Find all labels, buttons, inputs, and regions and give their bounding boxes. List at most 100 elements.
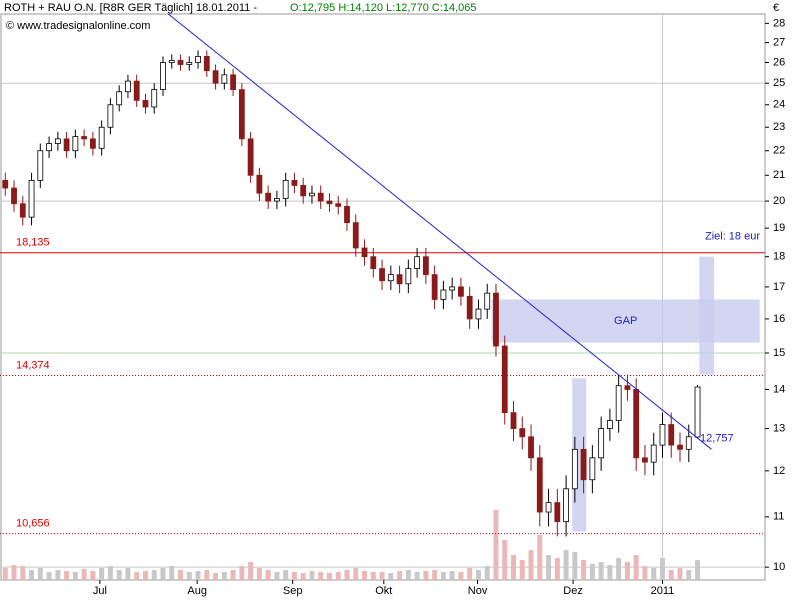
volume-bar: [695, 560, 701, 580]
candle-body: [352, 222, 359, 249]
copyright: © www.tradesignalonline.com: [6, 20, 150, 32]
candle-body: [203, 56, 210, 72]
candle-body: [151, 89, 158, 108]
volume-bar: [581, 560, 587, 580]
volume-bar: [2, 568, 8, 580]
candle-body: [230, 74, 236, 90]
volume-bar: [440, 572, 446, 580]
y-tick-label: 10: [773, 561, 785, 573]
volume-bar: [616, 558, 622, 580]
candle-body: [361, 247, 368, 258]
y-tick-label: 24: [773, 99, 785, 111]
candle-body: [571, 448, 578, 490]
volume-bar: [432, 570, 438, 580]
volume-bar: [64, 571, 70, 580]
x-tick-label: Aug: [187, 585, 207, 597]
candle-body: [650, 444, 657, 463]
volume-bar: [493, 510, 499, 580]
volume-bar: [633, 555, 639, 580]
volume-bar: [283, 570, 289, 580]
volume-bar: [677, 568, 683, 580]
candle-body: [212, 70, 219, 84]
candle-body: [19, 203, 26, 218]
volume-bar: [55, 570, 61, 580]
level-label: 10,656: [16, 518, 50, 530]
trendline: [167, 13, 712, 450]
candle-body: [431, 274, 438, 300]
candle-body: [659, 424, 666, 446]
y-tick-label: 26: [773, 56, 785, 68]
candle-body: [449, 286, 456, 291]
volume-bar: [423, 571, 429, 580]
volume-bar: [230, 570, 236, 580]
volume-bar: [458, 572, 464, 580]
volume-bar: [195, 571, 201, 580]
candle-body: [72, 136, 79, 152]
candle-body: [247, 138, 254, 176]
candle-body: [37, 150, 44, 181]
x-tick-label: Okt: [375, 585, 392, 597]
volume-bar: [414, 572, 420, 580]
x-tick-label: Dez: [563, 585, 583, 597]
candle-body: [160, 62, 166, 90]
volume-bar: [318, 572, 324, 580]
candle-body: [510, 412, 517, 429]
candle-body: [615, 385, 622, 421]
y-tick-label: 16: [773, 313, 785, 325]
volume-bar: [300, 573, 306, 580]
candle-body: [133, 80, 140, 101]
volume-bar: [213, 573, 219, 580]
candle-body: [317, 192, 324, 202]
volume-bar: [46, 572, 52, 580]
candle-body: [519, 428, 526, 438]
candle-body: [642, 457, 648, 463]
volume-bar: [397, 571, 403, 580]
candle-body: [265, 192, 272, 202]
volume-bar: [659, 558, 665, 580]
volume-bar: [239, 566, 245, 580]
candle-body: [458, 286, 464, 297]
candle-body: [98, 126, 105, 149]
volume-bar: [537, 535, 543, 580]
candle-body: [414, 256, 421, 269]
plot-layer: 10 11 12 13 14 15 16 17 18 19 20 21 22 23 24 25 26 27 28 Ju…: [0, 13, 785, 597]
candle-body: [2, 179, 9, 189]
candle-body: [440, 289, 447, 300]
quote: O:12,795 H:14,120 L:12,770 C:14,065: [290, 2, 477, 14]
y-tick-label: 21: [773, 169, 785, 181]
x-tick-label: Jul: [93, 585, 107, 597]
volume-bar: [11, 565, 17, 580]
candle-body: [668, 424, 675, 446]
y-tick-label: 13: [773, 423, 785, 435]
candle-body: [300, 185, 307, 197]
x-tick-label: 2011: [651, 585, 675, 597]
y-tick-label: 22: [773, 145, 785, 157]
volume-bar: [642, 566, 648, 580]
x-tick-label: Sep: [283, 585, 303, 597]
candle-body: [107, 104, 114, 128]
volume-bar: [169, 566, 175, 580]
volume-bar: [99, 568, 105, 580]
candle-body: [291, 179, 298, 186]
volume-bar: [546, 555, 552, 580]
candle-body: [387, 274, 394, 282]
volume-bar: [370, 572, 376, 580]
candle-body: [46, 143, 52, 152]
gap-zone: [491, 299, 760, 343]
volume-bar: [379, 572, 385, 580]
volume-bar: [186, 572, 192, 580]
candle-body: [677, 444, 683, 450]
volume-bar: [160, 568, 166, 580]
candle-body: [554, 502, 561, 523]
candle-body: [606, 420, 613, 429]
target-label: Ziel: 18 eur: [705, 231, 760, 243]
candle-body: [168, 60, 175, 63]
candle-body: [28, 179, 35, 218]
candle-body: [466, 295, 473, 320]
candle-body: [370, 256, 377, 269]
volume-bar: [554, 558, 560, 580]
candle-body: [501, 345, 508, 413]
level-label: 14,374: [16, 359, 50, 371]
volume-bar: [326, 573, 332, 580]
